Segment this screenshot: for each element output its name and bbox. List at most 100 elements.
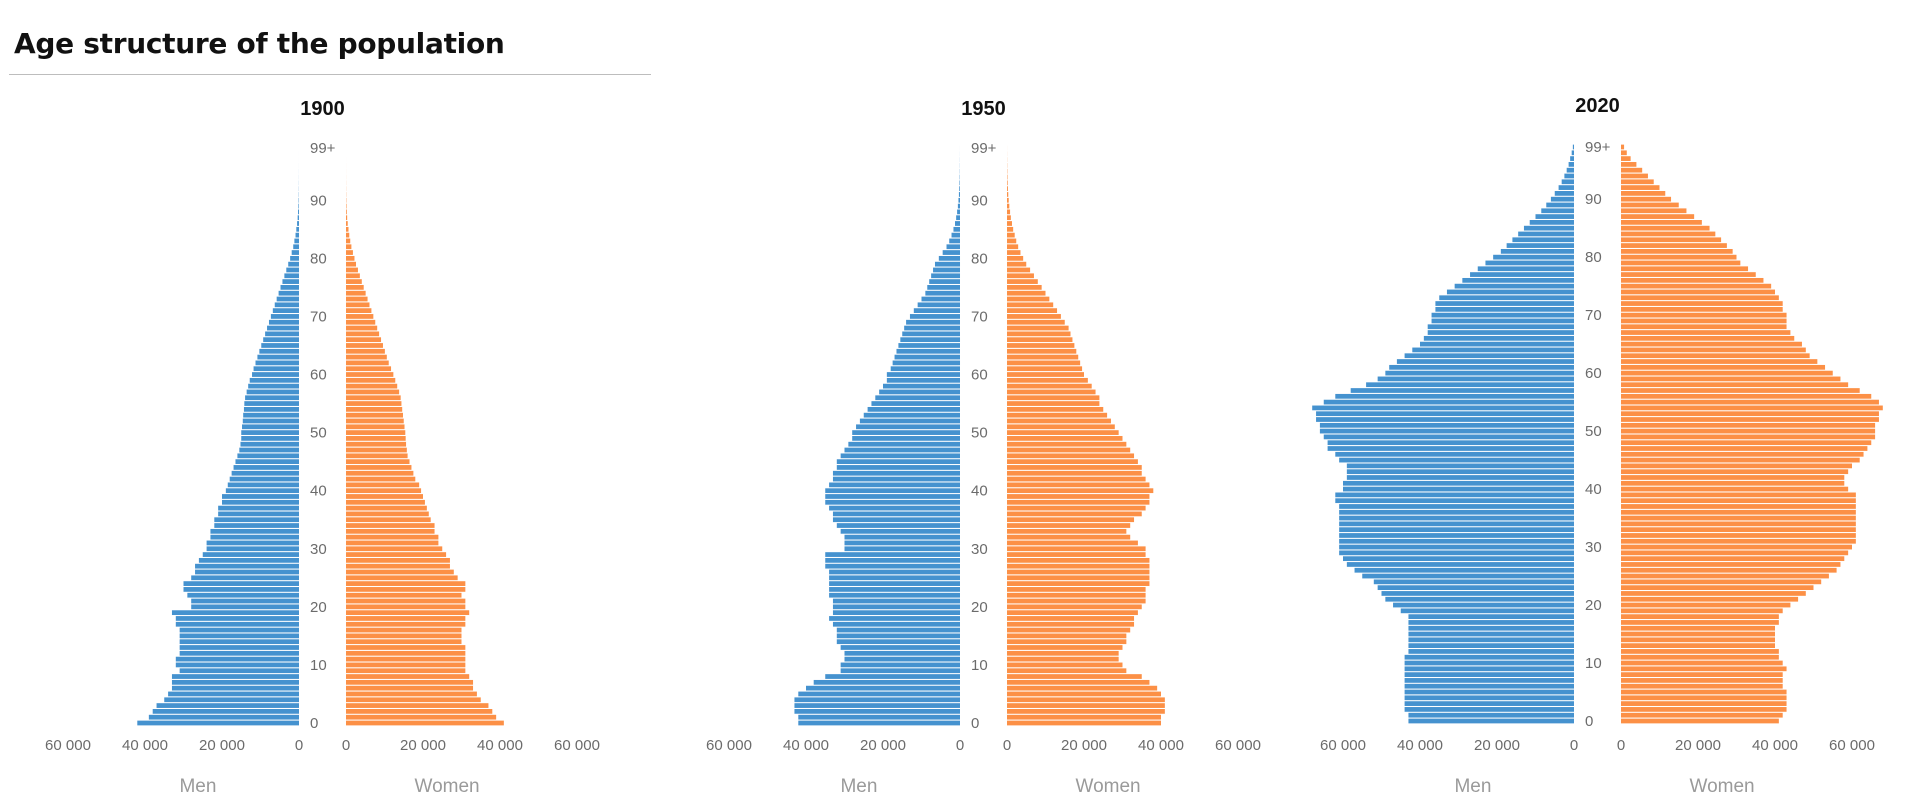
men-bar <box>856 424 960 430</box>
men-bar <box>280 285 299 290</box>
men-bar <box>794 709 960 714</box>
women-bar <box>1007 697 1165 703</box>
women-bar <box>1621 191 1666 196</box>
women-axis-tick: 60 000 <box>554 737 600 754</box>
men-bar <box>1408 614 1574 620</box>
men-bar <box>840 528 960 534</box>
men-bar <box>1435 301 1574 306</box>
men-bar <box>829 616 960 621</box>
women-bar <box>1621 411 1879 417</box>
women-bar <box>346 679 474 685</box>
men-bar <box>1404 678 1574 683</box>
women-bar <box>1007 383 1092 389</box>
men-bar <box>832 476 960 482</box>
women-bar <box>1621 486 1849 492</box>
women-bar <box>1621 422 1876 428</box>
men-bar <box>927 285 960 290</box>
women-bar <box>1621 608 1783 614</box>
men-bar <box>1319 428 1574 434</box>
women-bar <box>1007 267 1031 273</box>
men-bar <box>894 354 960 360</box>
women-bar <box>1621 573 1829 579</box>
age-tick-label: 50 <box>1585 423 1602 440</box>
women-bar <box>1007 273 1034 279</box>
men-bar <box>959 186 960 192</box>
women-bar <box>1621 353 1810 359</box>
men-bar <box>1343 480 1574 486</box>
men-axis-tick: 0 <box>956 737 964 754</box>
women-bar <box>1621 446 1868 451</box>
men-bar <box>202 552 299 557</box>
women-bar <box>346 488 422 494</box>
men-bar <box>259 348 300 354</box>
women-bar <box>346 447 407 453</box>
age-tick-label: 99+ <box>1585 139 1611 156</box>
men-bar <box>1346 475 1574 480</box>
women-bar <box>1621 254 1737 260</box>
men-bar <box>875 395 960 401</box>
women-bar <box>1007 197 1009 203</box>
women-bar <box>346 592 462 598</box>
women-bar <box>1007 639 1127 645</box>
men-bar <box>1485 260 1574 266</box>
men-bar <box>1404 654 1574 660</box>
men-bar <box>1381 591 1574 596</box>
men-bar <box>263 337 299 343</box>
men-bar <box>214 523 299 528</box>
women-bar <box>1007 557 1150 563</box>
men-bar <box>1470 272 1574 277</box>
women-bar <box>1007 720 1161 726</box>
women-bar <box>1621 376 1841 382</box>
women-bar <box>346 383 398 389</box>
men-label: Men <box>179 776 216 797</box>
men-bar <box>825 499 960 505</box>
women-bar <box>1007 569 1150 575</box>
men-bar <box>272 308 299 313</box>
men-bar <box>245 395 299 401</box>
women-bar <box>1621 707 1787 712</box>
men-bar <box>844 447 960 453</box>
men-bar <box>237 453 299 459</box>
men-bar <box>175 656 299 662</box>
men-bar <box>836 639 960 645</box>
men-bar <box>832 598 960 604</box>
women-bar <box>1621 515 1856 521</box>
women-bar <box>1007 354 1079 360</box>
women-bar <box>346 587 466 592</box>
men-bar <box>1435 306 1574 312</box>
women-bar <box>1007 528 1127 534</box>
men-bar <box>1335 498 1574 504</box>
men-bar <box>909 314 960 319</box>
women-bar <box>1621 654 1779 660</box>
men-bar <box>1431 318 1574 324</box>
women-bar <box>346 343 383 348</box>
women-bar <box>1007 604 1142 610</box>
men-bar <box>925 290 960 296</box>
men-bar <box>934 261 961 267</box>
men-bar <box>957 209 960 215</box>
women-bar <box>346 215 348 221</box>
women-bar <box>1621 718 1779 724</box>
women-axis-tick: 0 <box>1003 737 1011 754</box>
men-bar <box>235 459 299 465</box>
women-bar <box>1007 494 1150 499</box>
age-tick-label: 30 <box>310 541 327 558</box>
men-bar <box>175 662 299 668</box>
women-bar <box>1007 668 1127 674</box>
men-bar <box>902 331 960 337</box>
men-bar <box>957 203 960 209</box>
men-bar <box>1339 515 1574 521</box>
men-bar <box>836 523 960 528</box>
women-bar <box>1007 180 1008 186</box>
women-bar <box>1007 534 1131 540</box>
men-bar <box>1316 417 1574 422</box>
men-bar <box>152 709 299 714</box>
women-bar <box>1007 424 1115 430</box>
women-bar <box>1007 476 1146 482</box>
women-bar <box>1621 347 1806 353</box>
men-bar <box>1408 718 1574 724</box>
women-bar <box>346 302 370 308</box>
men-bar <box>164 697 299 703</box>
age-tick-label: 60 <box>971 367 988 384</box>
women-bar <box>346 221 348 226</box>
